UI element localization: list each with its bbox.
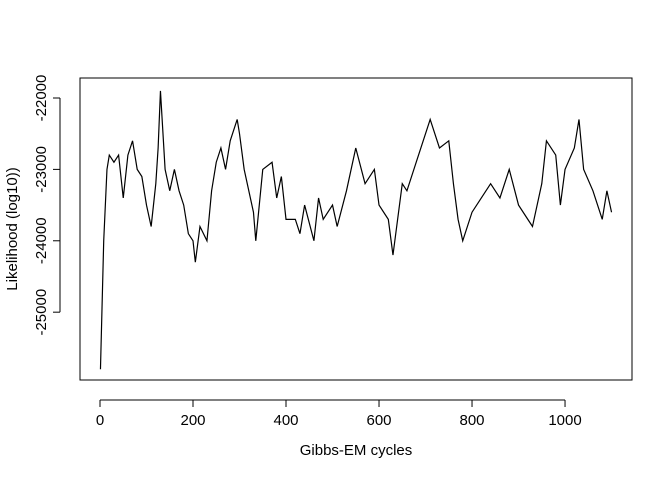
- data-line: [99, 90, 613, 370]
- x-tick-label: 800: [460, 412, 485, 429]
- plot-box: [79, 77, 633, 381]
- y-tick-label: -24000: [33, 217, 50, 264]
- y-tick-label: -22000: [33, 75, 50, 122]
- y-axis-label: Likelihood (log10)): [4, 167, 21, 290]
- x-tick-label: 600: [367, 412, 392, 429]
- y-tick-label: -23000: [33, 146, 50, 193]
- y-tick-label: -25000: [33, 289, 50, 336]
- x-tick-label: 0: [96, 412, 104, 429]
- x-tick-label: 400: [273, 412, 298, 429]
- x-tick-label: 1000: [548, 412, 581, 429]
- x-tick-label: 200: [180, 412, 205, 429]
- x-axis-label: Gibbs-EM cycles: [300, 442, 413, 459]
